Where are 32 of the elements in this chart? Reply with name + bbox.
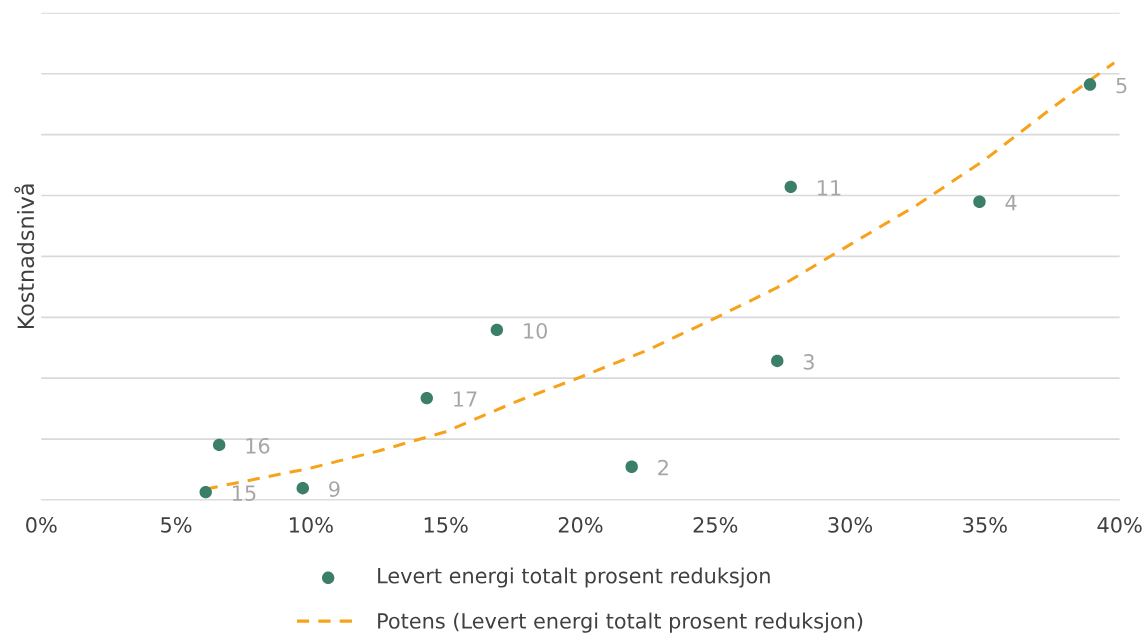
annotation: 4 — [1005, 195, 1017, 211]
y-axis-title: Kostnadsnivå — [14, 184, 35, 329]
point — [625, 460, 638, 473]
annotation: 16 — [246, 437, 270, 454]
point — [771, 354, 784, 368]
x-tick-label: 15% — [424, 517, 468, 533]
annotation: 3 — [803, 353, 814, 370]
x-tick-label: 5% — [161, 517, 192, 533]
annotation: 11 — [818, 180, 841, 196]
point — [490, 323, 504, 337]
annotation: 2 — [658, 459, 668, 476]
point — [1083, 78, 1097, 91]
x-tick-label: 40% — [1097, 517, 1142, 533]
point — [212, 438, 226, 452]
point — [784, 180, 797, 194]
x-tick-label: 20% — [558, 517, 603, 533]
x-tick-label: 30% — [828, 517, 873, 533]
annotation: 17 — [454, 391, 477, 407]
point — [973, 195, 986, 208]
legend-label: Levert energi totalt prosent reduksjon — [378, 567, 770, 588]
annotation: 15 — [233, 485, 256, 501]
point — [296, 481, 309, 495]
point — [199, 485, 212, 499]
point — [420, 391, 433, 405]
annotation: 5 — [1116, 77, 1127, 94]
annotation: 9 — [329, 481, 340, 497]
annotation: 10 — [524, 322, 547, 339]
x-tick-label: 25% — [693, 517, 738, 533]
x-tick-label: 10% — [289, 517, 333, 533]
x-tick-label: 0% — [26, 517, 57, 533]
legend-label: Potens (Levert energi totalt prosent reduksjon) — [378, 612, 863, 633]
x-tick-label: 35% — [963, 517, 1007, 533]
